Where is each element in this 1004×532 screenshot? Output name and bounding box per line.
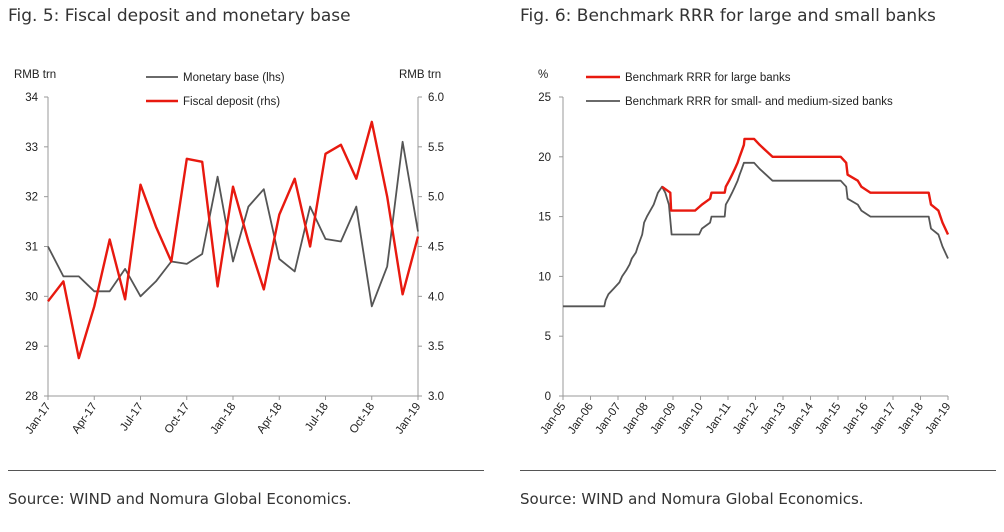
x-tick-label: Jan-09 <box>648 401 678 437</box>
x-tick-label: Oct-17 <box>163 401 193 436</box>
left-y-tick-label: 34 <box>25 92 38 104</box>
x-tick-label: Jan-18 <box>208 401 238 437</box>
left-y-axis-unit: RMB trn <box>14 69 56 81</box>
x-tick-label: Apr-17 <box>70 401 100 436</box>
x-tick-label: Jan-19 <box>393 401 423 437</box>
left-y-tick-label: 29 <box>25 341 38 353</box>
left-y-tick-label: 28 <box>25 391 38 403</box>
y-axis-unit: % <box>538 69 548 81</box>
x-tick-label: Jan-14 <box>786 400 816 436</box>
right-y-tick-label: 3.5 <box>428 341 444 353</box>
legend-label: Benchmark RRR for large banks <box>625 72 791 84</box>
x-tick-label: Jan-08 <box>621 401 651 437</box>
x-tick-label: Jan-17 <box>868 401 898 437</box>
monetary-base-line <box>47 140 419 308</box>
fiscal-deposit-line <box>47 120 420 360</box>
legend-label: Fiscal deposit (rhs) <box>183 96 280 108</box>
small-medium-banks-rrr-line <box>563 161 949 308</box>
right-y-tick-label: 4.0 <box>428 291 444 303</box>
left-y-tick-label: 31 <box>25 242 38 254</box>
left-y-tick-label: 30 <box>25 291 38 303</box>
x-tick-label: Jan-18 <box>896 401 926 437</box>
y-tick-label: 10 <box>538 271 551 283</box>
x-tick-label: Jan-10 <box>676 401 706 437</box>
figure-5-panel: Fig. 5: Fiscal deposit and monetary base… <box>0 0 492 532</box>
y-tick-label: 0 <box>545 391 551 403</box>
right-y-axis-unit: RMB trn <box>399 69 441 81</box>
left-y-tick-label: 32 <box>25 192 38 204</box>
figure-6-chart: % 0 5 10 15 20 25 Jan-05Jan-06Jan-07Jan-08Jan-0… <box>538 69 953 437</box>
x-tick-label: Jan-12 <box>731 401 761 437</box>
figure-6-source: Source: WIND and Nomura Global Economics… <box>520 490 864 508</box>
right-y-tick-label: 6.0 <box>428 92 444 104</box>
y-tick-label: 5 <box>545 331 551 343</box>
right-y-tick-label: 5.5 <box>428 142 444 154</box>
right-y-tick-label: 4.5 <box>428 242 444 254</box>
x-tick-label: Jan-11 <box>704 401 734 436</box>
figure-6-title: Fig. 6: Benchmark RRR for large and smal… <box>520 6 936 26</box>
x-tick-label: Jan-15 <box>813 401 843 437</box>
left-y-tick-label: 33 <box>25 142 38 154</box>
right-y-tick-label: 3.0 <box>428 391 444 403</box>
figure-6-divider <box>520 470 996 471</box>
x-tick-label: Jan-13 <box>758 401 788 437</box>
x-tick-label: Jan-19 <box>923 401 953 437</box>
legend-label: Monetary base (lhs) <box>183 72 285 84</box>
figure-5-chart: RMB trn RMB trn 28 29 30 31 32 33 34 3.0 3.5 4.0 4.5… <box>14 69 444 437</box>
x-tick-label: Apr-18 <box>255 401 285 436</box>
x-tick-label: Jan-17 <box>23 401 53 437</box>
figure-6-panel: Fig. 6: Benchmark RRR for large and smal… <box>512 0 1004 532</box>
large-banks-rrr-line <box>661 137 950 236</box>
figure-5-divider <box>8 470 484 471</box>
x-tick-label: Jan-06 <box>566 401 596 437</box>
legend-label: Benchmark RRR for small- and medium-size… <box>625 96 893 108</box>
x-tick-label: Oct-18 <box>348 401 378 436</box>
figure-5-source: Source: WIND and Nomura Global Economics… <box>8 490 352 508</box>
x-tick-label: Jul-18 <box>303 401 331 434</box>
x-tick-label: Jul-17 <box>118 401 146 434</box>
x-tick-label: Jan-07 <box>593 401 623 437</box>
right-y-tick-label: 5.0 <box>428 192 444 204</box>
x-tick-label: Jan-16 <box>841 401 871 437</box>
x-tick-label: Jan-05 <box>538 401 568 437</box>
figure-5-title: Fig. 5: Fiscal deposit and monetary base <box>8 6 351 26</box>
y-tick-label: 20 <box>538 152 551 164</box>
y-tick-label: 15 <box>538 212 551 224</box>
y-tick-label: 25 <box>538 92 551 104</box>
